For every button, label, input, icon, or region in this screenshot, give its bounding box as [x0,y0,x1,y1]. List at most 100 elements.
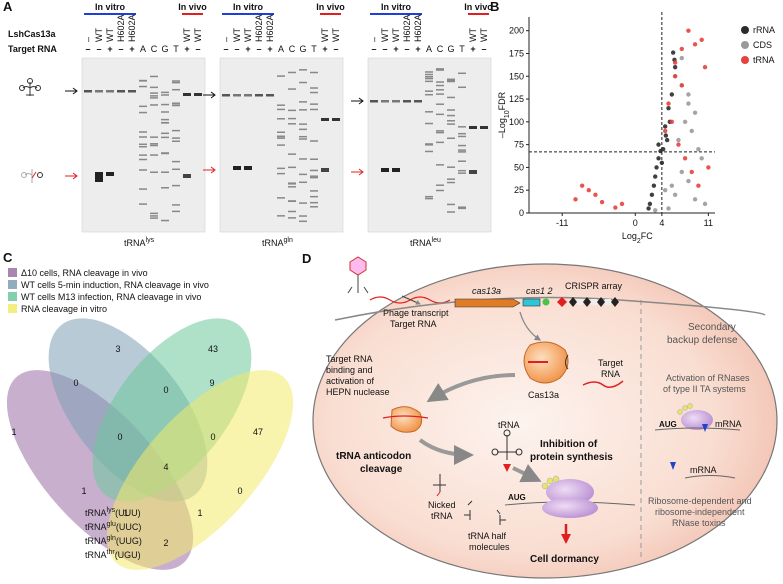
point [619,201,625,207]
arrow [519,311,542,341]
ladder-band [172,137,180,139]
band [381,168,389,172]
legend-swatch [741,56,749,64]
venn-count: 1 [11,427,16,437]
ladder-band [425,144,433,146]
ladder-band [310,201,318,204]
trna-label-part: gln [107,535,116,542]
y-tick-label: 50 [514,162,524,172]
gel-title-part: leu [432,237,441,244]
in-vivo: In vivo [464,2,493,12]
label: Cell dormancy [530,554,599,565]
target-label: + [129,44,134,54]
ladder-band [299,109,307,111]
venn-count: 3 [115,344,120,354]
ladder-band [288,183,296,185]
in-vitro: In vitro [381,2,412,12]
legend-label: WT cells 5-min induction, RNA cleavage i… [21,280,209,290]
ladder-band [425,90,433,92]
trna-label-part: (UUC) [116,522,142,532]
ladder-band [277,135,285,138]
y-axis-label: –Log10FDR [497,91,511,138]
ladder-band [425,76,433,78]
ladder-band [150,97,158,99]
label: Nicked [428,500,456,510]
label: backup defense [667,335,738,346]
row-label: Target RNA [8,44,57,54]
ladder-band [172,129,180,132]
point [686,178,691,184]
arrow [203,166,216,174]
ladder-band [310,87,318,89]
trna-label-part: tRNA [85,536,107,546]
ladder-band [277,137,285,139]
ladder-band [139,188,147,190]
enzyme-label: WT [331,28,341,42]
panel-label: A [3,0,13,14]
band [95,172,103,182]
x-axis-label-part: 2 [637,238,641,245]
trna-label-part: tRNA [85,508,107,518]
ribosome [542,498,598,518]
point [686,101,691,106]
point [599,199,605,205]
ladder-band [436,189,444,192]
label: Activation of RNases [666,373,750,383]
enzyme-label: WT [94,28,104,42]
enzyme-label: WT [468,28,478,42]
ladder-band [172,168,180,171]
ladder-band [161,118,169,121]
gel-title-part: tRNA [410,238,432,248]
ladder-band [458,172,466,174]
ladder-band [425,93,433,96]
point [706,165,711,170]
point [689,128,694,134]
ladder-band [277,75,285,77]
ladder-band [436,89,444,91]
venn-count: 1 [81,486,86,496]
ladder-band [458,86,466,89]
point [699,37,704,42]
y-axis-label-part: FDR [497,91,507,110]
venn-count: 2 [163,538,168,548]
ladder-band [310,71,318,74]
ladder-band [458,206,466,208]
ladder-band [172,204,180,206]
ladder-band [458,72,466,75]
point [696,183,701,188]
band [266,94,274,97]
y-tick-label: 175 [509,48,524,58]
point [613,205,618,210]
label: RNA [601,369,620,379]
trna-label: tRNAthr(UGU) [85,549,141,560]
target-label: – [234,44,239,54]
band [392,168,400,172]
point [699,156,704,161]
band [244,166,252,170]
point [696,146,701,152]
label: tRNA [431,511,453,521]
enzyme-label: H602A [254,14,264,42]
gel-title: tRNAgln [262,237,293,248]
label: CRISPR array [565,281,623,291]
ladder-band [310,140,318,142]
point [669,183,675,188]
ladder-band [277,197,285,199]
ladder-band [447,78,455,81]
x-axis-label-part: Log [622,231,637,241]
ladder-band [139,105,147,108]
point [653,174,658,179]
ladder-band [425,111,433,113]
enzyme-label: WT [193,28,203,42]
point [647,201,653,207]
genome [334,296,766,321]
ladder-band [458,149,466,151]
ladder-band [139,154,147,156]
label: tRNA anticodon [336,451,411,462]
ladder-band [310,103,318,105]
ladder-band [161,121,169,124]
venn-set [92,318,252,502]
ladder-band [425,77,433,80]
arrow [426,373,516,403]
